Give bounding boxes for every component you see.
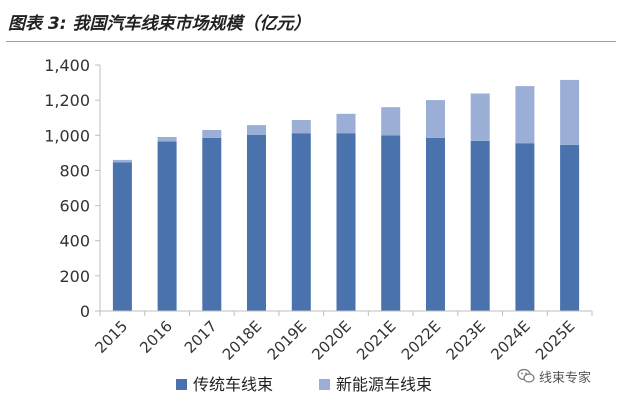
legend-swatch-new-energy — [319, 379, 330, 390]
bar-traditional — [336, 133, 356, 311]
x-tick-label: 2024E — [487, 317, 533, 363]
legend: 传统车线束 新能源车线束 — [176, 375, 432, 394]
bar-traditional — [202, 137, 222, 311]
bar-traditional — [426, 137, 445, 311]
bar-new-energy — [291, 120, 311, 134]
watermark: 线束专家 — [517, 366, 591, 386]
bar-new-energy — [426, 100, 445, 138]
wechat-icon — [517, 368, 535, 383]
bar-new-energy — [515, 86, 535, 144]
x-tick-label: 2018E — [219, 317, 265, 363]
bar-new-energy — [202, 130, 222, 138]
bar-new-energy — [560, 79, 580, 145]
bar-new-energy — [470, 93, 490, 141]
figure-title-text: 我国汽车线束市场规模（亿元） — [72, 13, 311, 34]
x-tick-label: 2017 — [181, 317, 221, 357]
y-tick-label: 400 — [59, 232, 90, 251]
bar-traditional — [247, 134, 266, 311]
y-tick-label: 1,400 — [44, 56, 90, 75]
bar-traditional — [470, 140, 490, 311]
x-tick-label: 2023E — [443, 317, 489, 363]
figure-title: 图表 3: 我国汽车线束市场规模（亿元） — [8, 4, 614, 38]
bar-new-energy — [157, 137, 177, 142]
x-tick-label: 2020E — [308, 317, 354, 363]
y-tick-label: 1,000 — [44, 126, 90, 145]
bar-traditional — [157, 141, 177, 311]
figure-label: 图表 3: — [8, 13, 67, 34]
bar-traditional — [112, 162, 132, 311]
y-tick-label: 200 — [59, 267, 90, 286]
y-tick-label: 1,200 — [44, 91, 90, 110]
bars-group — [112, 79, 580, 311]
bar-new-energy — [247, 125, 266, 135]
bar-traditional — [560, 144, 580, 311]
watermark-text: 线束专家 — [539, 370, 592, 386]
bar-traditional — [381, 135, 401, 311]
x-tick-label: 2016 — [136, 317, 176, 357]
bar-new-energy — [381, 107, 401, 136]
bar-new-energy — [112, 159, 132, 163]
bar-traditional — [291, 133, 311, 311]
bar-traditional — [515, 143, 535, 311]
y-tick-label: 600 — [59, 197, 90, 216]
x-tick-label: 2019E — [264, 317, 310, 363]
x-tick-label: 2021E — [353, 317, 399, 363]
bar-new-energy — [336, 113, 356, 134]
title-divider — [6, 41, 616, 42]
legend-label-traditional: 传统车线束 — [193, 375, 273, 394]
x-tick-label: 2022E — [398, 317, 444, 363]
x-tick-label: 2015 — [91, 317, 131, 357]
y-tick-label: 800 — [59, 161, 90, 180]
legend-swatch-traditional — [176, 379, 187, 390]
x-tick-label: 2025E — [532, 317, 578, 363]
y-tick-label: 0 — [80, 302, 90, 321]
legend-label-new-energy: 新能源车线束 — [336, 375, 432, 394]
